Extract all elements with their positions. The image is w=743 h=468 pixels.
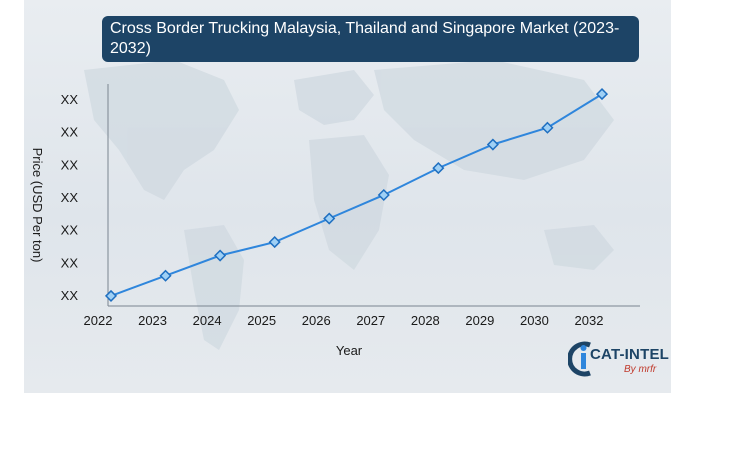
x-tick-label: 2023: [138, 313, 167, 328]
y-tick-label: XX: [61, 255, 79, 270]
chart-panel: XX XX XX XX XX XX XX 2022 2023 2024 2025 2026 2027 2…: [24, 0, 671, 393]
x-tick-label: 2029: [465, 313, 494, 328]
x-tick-label: 2027: [356, 313, 385, 328]
x-tick-label: 2022: [84, 313, 113, 328]
y-tick-label: XX: [61, 288, 79, 303]
data-point-marker: [104, 289, 118, 302]
chart-title: Cross Border Trucking Malaysia, Thailand…: [102, 16, 639, 62]
y-tick-label: XX: [61, 125, 79, 140]
data-point-marker: [323, 212, 336, 225]
y-tick-labels: XX XX XX XX XX XX XX: [61, 92, 79, 303]
series-line: [110, 93, 603, 297]
data-point-marker: [377, 188, 390, 202]
logo-text: CAT-INTEL: [590, 346, 670, 363]
x-axis-label: Year: [336, 343, 363, 358]
x-tick-label: 2032: [575, 313, 604, 328]
data-point-marker: [486, 138, 499, 151]
y-tick-label: XX: [61, 157, 79, 172]
y-tick-label: XX: [61, 190, 79, 205]
data-point-marker: [541, 121, 554, 134]
series-markers: [104, 88, 609, 302]
y-tick-label: XX: [61, 92, 79, 107]
cat-intel-logo: CAT-INTEL By mrfr: [568, 337, 671, 382]
logo-subtext: By mrfr: [624, 364, 657, 375]
x-tick-label: 2026: [302, 313, 331, 328]
data-point-marker: [432, 162, 445, 175]
x-tick-label: 2025: [247, 313, 276, 328]
y-axis-label: Price (USD Per ton): [30, 148, 45, 263]
x-tick-label: 2028: [411, 313, 440, 328]
data-point-marker: [214, 249, 227, 262]
y-tick-label: XX: [61, 223, 79, 238]
logo-mark-icon: [568, 341, 591, 377]
x-tick-label: 2030: [520, 313, 549, 328]
data-point-marker: [159, 269, 172, 282]
data-point-marker: [268, 236, 281, 249]
x-tick-label: 2024: [193, 313, 222, 328]
data-point-marker: [595, 88, 609, 101]
world-map-background: [84, 60, 614, 350]
x-tick-labels: 2022 2023 2024 2025 2026 2027 2028 2029 2030 2032: [84, 313, 604, 328]
